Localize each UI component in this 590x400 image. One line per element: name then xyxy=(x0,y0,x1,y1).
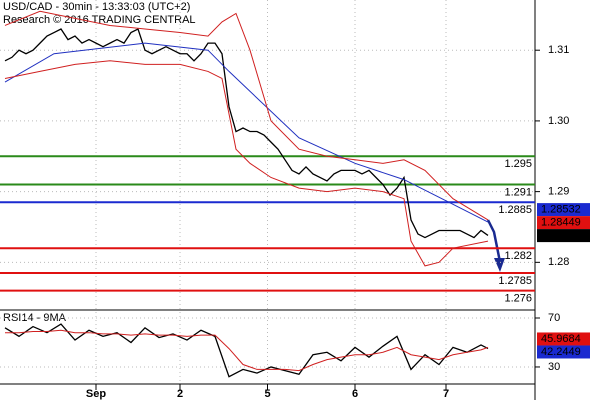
price-tag: 1.28378 xyxy=(541,230,581,242)
y-tick-label: 70 xyxy=(548,312,560,324)
price-tag-box xyxy=(537,203,590,217)
series-line xyxy=(4,60,489,267)
series-line xyxy=(4,10,489,221)
price-tag-box xyxy=(537,345,590,359)
forecast-arrow xyxy=(486,219,505,272)
x-tick-label: 6 xyxy=(352,388,358,400)
level-label: 1.295 xyxy=(504,158,532,170)
x-tick-label: 7 xyxy=(443,388,449,400)
series-line xyxy=(5,329,489,372)
x-tick-label: 2 xyxy=(177,388,183,400)
price-tag: 1.28532 xyxy=(541,204,581,216)
price-tag: 1.28449 xyxy=(541,217,581,229)
chart-subtitle: Research © 2016 TRADING CENTRAL xyxy=(3,14,196,26)
series-line xyxy=(4,28,489,239)
price-tag-box xyxy=(537,216,590,230)
x-tick-label: Sep xyxy=(86,388,106,400)
y-tick-label: 1.28 xyxy=(548,256,569,268)
price-tag-box xyxy=(537,332,590,346)
level-label: 1.2785 xyxy=(498,275,532,287)
y-tick-label: 1.30 xyxy=(548,115,569,127)
rsi-title: RSI14 - 9MA xyxy=(3,312,67,324)
price-tag: 45.9684 xyxy=(541,333,581,345)
price-tag: 42.2449 xyxy=(541,346,581,358)
chart-title: USD/CAD - 30min - 13:33:03 (UTC+2) xyxy=(3,1,190,13)
level-label: 1.291 xyxy=(504,186,532,198)
price-tag-box xyxy=(537,229,590,243)
y-tick-label: 1.29 xyxy=(548,186,569,198)
y-tick-label: 1.31 xyxy=(548,44,569,56)
y-tick-label: 30 xyxy=(548,361,560,373)
x-tick-label: 5 xyxy=(264,388,270,400)
series-line xyxy=(4,42,489,223)
series-line xyxy=(4,323,489,378)
level-label: 1.2885 xyxy=(498,204,532,216)
level-label: 1.276 xyxy=(504,293,532,305)
level-label: 1.282 xyxy=(504,250,532,262)
